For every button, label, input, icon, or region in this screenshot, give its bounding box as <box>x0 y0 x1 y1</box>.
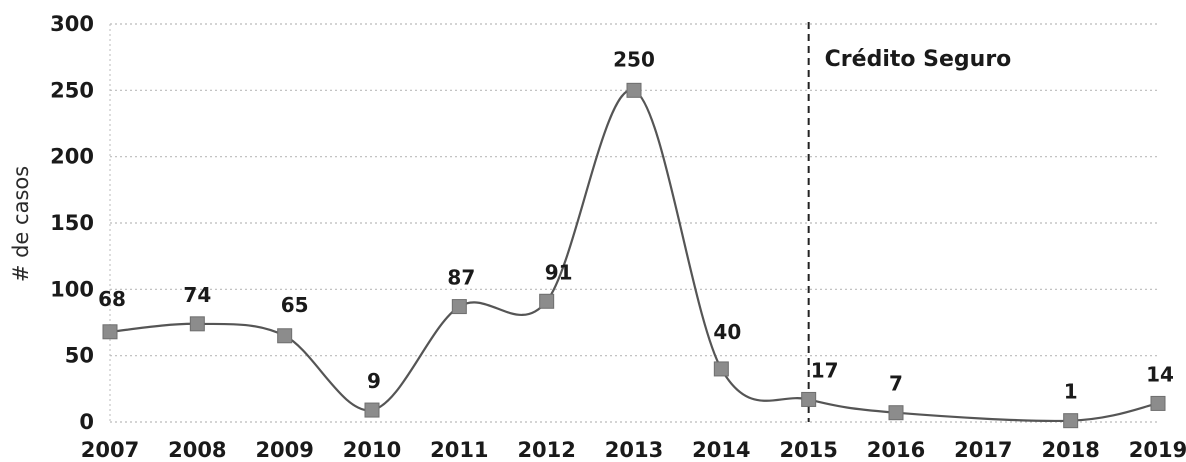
x-tick-label: 2009 <box>255 438 313 462</box>
data-point <box>189 316 205 332</box>
x-tick-label: 2016 <box>867 438 925 462</box>
data-label: 87 <box>447 266 475 290</box>
y-tick-label: 300 <box>50 12 94 36</box>
data-label: 74 <box>183 283 211 307</box>
y-tick-label: 0 <box>79 410 94 434</box>
data-label: 68 <box>98 287 126 311</box>
data-point <box>626 82 642 98</box>
y-tick-labels: 0 50 100 150 200 250 300 <box>50 12 94 434</box>
data-label: 1 <box>1064 380 1078 404</box>
x-tick-label: 2010 <box>343 438 401 462</box>
annotation-label: Crédito Seguro <box>825 47 1012 72</box>
x-tick-label: 2011 <box>430 438 488 462</box>
series-line <box>109 89 1159 423</box>
x-tick-label: 2012 <box>517 438 575 462</box>
data-label: 14 <box>1146 362 1174 386</box>
data-point <box>1063 413 1079 429</box>
x-tick-label: 2007 <box>81 438 139 462</box>
y-tick-label: 200 <box>50 145 94 169</box>
data-point <box>364 402 380 418</box>
data-label: 9 <box>367 369 381 393</box>
data-label: 40 <box>713 320 741 344</box>
data-label: 91 <box>545 260 573 284</box>
y-tick-label: 50 <box>65 344 94 368</box>
x-tick-label: 2019 <box>1129 438 1186 462</box>
x-tick-label: 2017 <box>954 438 1012 462</box>
x-tick-label: 2014 <box>692 438 750 462</box>
data-point <box>539 293 555 309</box>
data-point <box>102 324 118 340</box>
y-tick-label: 150 <box>50 211 94 235</box>
data-point <box>277 328 293 344</box>
data-point <box>451 299 467 315</box>
data-point <box>713 361 729 377</box>
data-point <box>801 391 817 407</box>
y-tick-label: 250 <box>50 78 94 102</box>
data-point <box>1150 395 1166 411</box>
x-tick-label: 2008 <box>168 438 226 462</box>
data-label: 65 <box>281 293 309 317</box>
y-tick-label: 100 <box>50 277 94 301</box>
x-tick-label: 2018 <box>1041 438 1099 462</box>
data-markers <box>102 82 1166 429</box>
data-label: 7 <box>889 372 903 396</box>
y-axis-label: # de casos <box>9 166 33 282</box>
x-tick-labels: 2007 2008 2009 2010 2011 2012 2013 2014 2015 2016… <box>81 438 1186 462</box>
x-tick-label: 2013 <box>605 438 663 462</box>
data-labels: 68 74 65 9 87 91 250 40 17 7 1 14 <box>98 47 1174 403</box>
data-label: 250 <box>613 47 655 71</box>
grid-lines <box>109 23 1158 423</box>
data-label: 17 <box>811 358 839 382</box>
x-tick-label: 2015 <box>779 438 837 462</box>
data-point <box>888 405 904 421</box>
